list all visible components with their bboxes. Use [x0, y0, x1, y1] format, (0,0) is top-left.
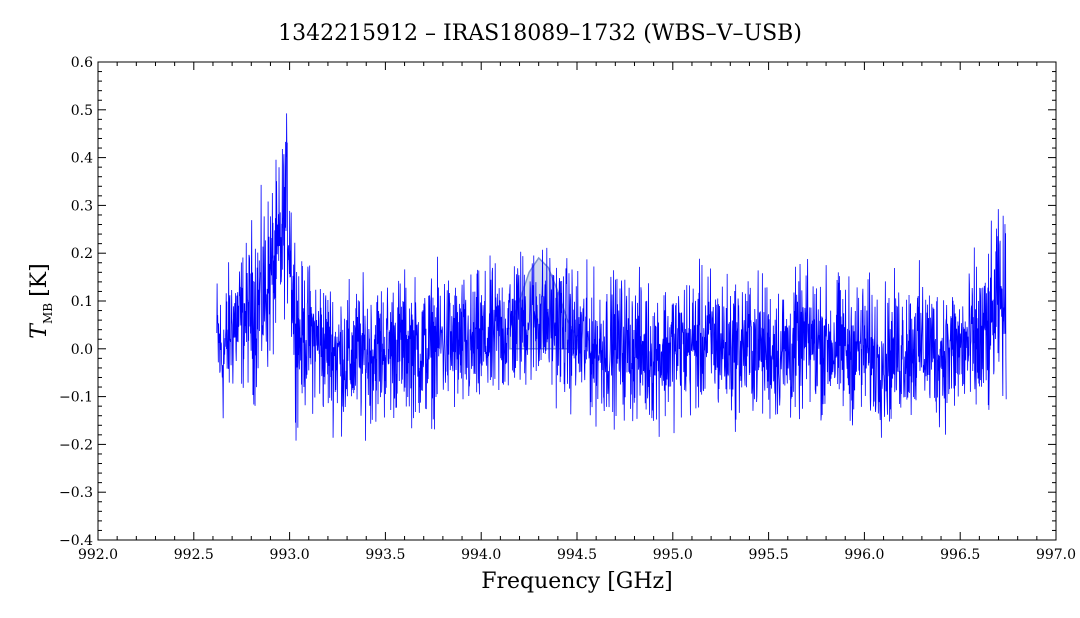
x-tick-label: 993.0 — [270, 547, 310, 563]
svg-text:TMB[K]: TMB [K] — [27, 263, 55, 338]
y-tick-label: 0.0 — [71, 342, 93, 358]
y-axis-label: TMB [K] — [27, 263, 55, 338]
y-tick-label: 0.1 — [71, 294, 93, 310]
y-tick-label: 0.3 — [71, 198, 93, 214]
y-axis: −0.4 −0.3 −0.2 −0.1 0.0 0.1 0.2 0.3 0.4 0.5 0.6 — [59, 55, 1056, 549]
x-tick-label: 994.5 — [557, 547, 597, 563]
x-tick-label: 995.0 — [653, 547, 693, 563]
x-tick-label: 992.5 — [174, 547, 214, 563]
chart-title: 1342215912 – IRAS18089–1732 (WBS–V–USB) — [278, 21, 802, 46]
y-tick-label: −0.4 — [59, 533, 93, 549]
y-axis-label-symbol: T — [27, 322, 52, 339]
y-tick-label: −0.2 — [59, 437, 93, 453]
x-tick-label: 993.5 — [365, 547, 405, 563]
x-axis-label: Frequency [GHz] — [481, 569, 673, 594]
x-tick-label: 997.0 — [1036, 547, 1076, 563]
x-tick-label: 996.0 — [844, 547, 884, 563]
y-tick-label: 0.2 — [71, 246, 93, 262]
x-axis: 992.0 992.5 993.0 993.5 994.0 994.5 995.0 995.5… — [78, 62, 1076, 563]
spectrum-series — [216, 113, 1007, 441]
x-tick-label: 992.0 — [78, 547, 118, 563]
y-axis-label-unit: [K] — [27, 263, 52, 297]
x-tick-label: 995.5 — [749, 547, 789, 563]
y-axis-label-subscript: MB — [41, 303, 55, 324]
x-tick-label: 996.5 — [940, 547, 980, 563]
spectrum-line — [216, 113, 1007, 441]
x-tick-label: 994.0 — [461, 547, 501, 563]
y-tick-label: −0.3 — [59, 485, 93, 501]
y-tick-label: 0.5 — [71, 103, 93, 119]
y-tick-label: 0.4 — [71, 151, 93, 167]
y-tick-label: −0.1 — [59, 390, 93, 406]
y-tick-label: 0.6 — [71, 55, 93, 71]
